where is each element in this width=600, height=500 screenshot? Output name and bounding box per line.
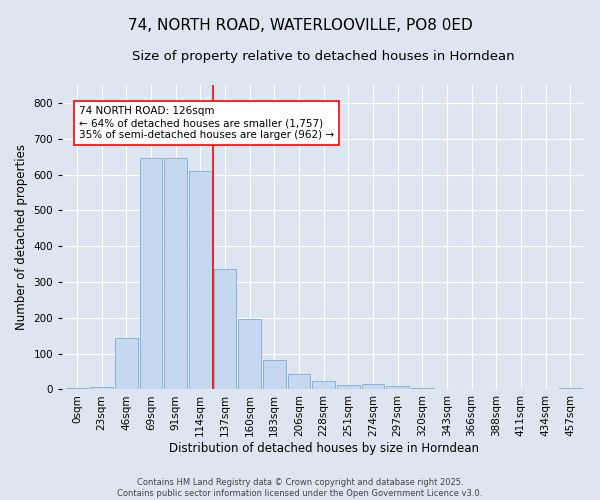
Bar <box>337 385 359 390</box>
Bar <box>214 270 236 390</box>
Bar <box>436 388 458 390</box>
Bar <box>115 338 137 390</box>
Text: 74 NORTH ROAD: 126sqm
← 64% of detached houses are smaller (1,757)
35% of semi-d: 74 NORTH ROAD: 126sqm ← 64% of detached … <box>79 106 334 140</box>
Bar <box>411 388 434 390</box>
X-axis label: Distribution of detached houses by size in Horndean: Distribution of detached houses by size … <box>169 442 479 455</box>
Bar <box>386 386 409 390</box>
Bar <box>65 388 88 390</box>
Text: 74, NORTH ROAD, WATERLOOVILLE, PO8 0ED: 74, NORTH ROAD, WATERLOOVILLE, PO8 0ED <box>128 18 472 32</box>
Bar <box>362 384 384 390</box>
Bar <box>164 158 187 390</box>
Text: Contains HM Land Registry data © Crown copyright and database right 2025.
Contai: Contains HM Land Registry data © Crown c… <box>118 478 482 498</box>
Bar <box>189 171 212 390</box>
Bar <box>140 158 163 390</box>
Bar <box>91 387 113 390</box>
Bar <box>238 318 261 390</box>
Bar <box>312 380 335 390</box>
Bar <box>559 388 581 390</box>
Title: Size of property relative to detached houses in Horndean: Size of property relative to detached ho… <box>132 50 515 63</box>
Y-axis label: Number of detached properties: Number of detached properties <box>15 144 28 330</box>
Bar <box>287 374 310 390</box>
Bar <box>263 360 286 390</box>
